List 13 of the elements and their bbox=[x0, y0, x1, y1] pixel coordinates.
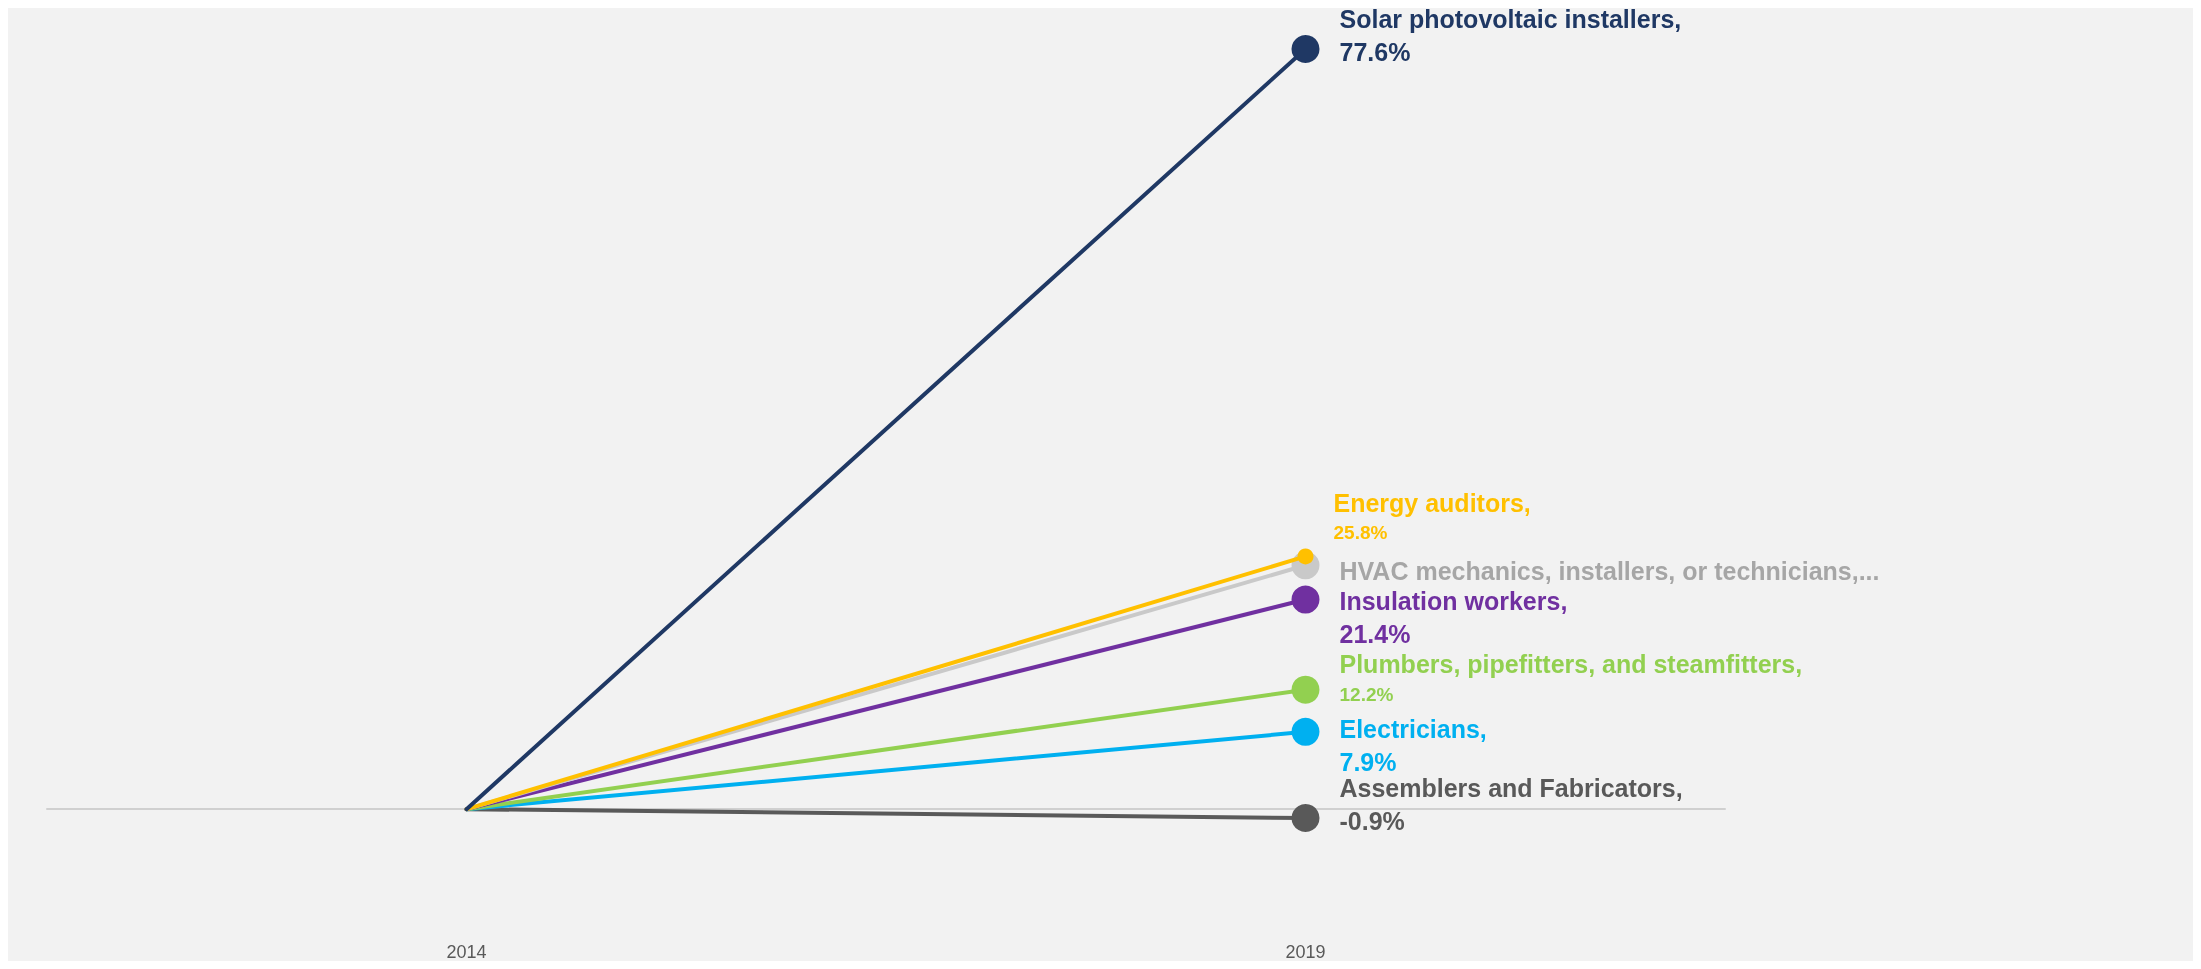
series-label: Insulation workers, bbox=[1339, 587, 1568, 616]
data-label: 25.8% bbox=[1333, 522, 1388, 544]
x-tick-label: 2014 bbox=[446, 942, 487, 962]
series-label: Energy auditors, bbox=[1333, 488, 1531, 517]
series-label: Solar photovoltaic installers, bbox=[1339, 4, 1682, 33]
x-tick-label: 2019 bbox=[1285, 942, 1326, 962]
series-label: HVAC mechanics, installers, or technicians,... bbox=[1339, 557, 1880, 586]
data-label: -0.9% bbox=[1339, 806, 1405, 835]
series-label: Plumbers, pipefitters, and steamfitters, bbox=[1339, 650, 1803, 679]
data-label: 12.2% bbox=[1339, 683, 1394, 705]
series-label: Electricians, bbox=[1339, 715, 1487, 744]
data-label: 21.4% bbox=[1339, 620, 1411, 649]
data-label: 77.6% bbox=[1339, 37, 1411, 66]
